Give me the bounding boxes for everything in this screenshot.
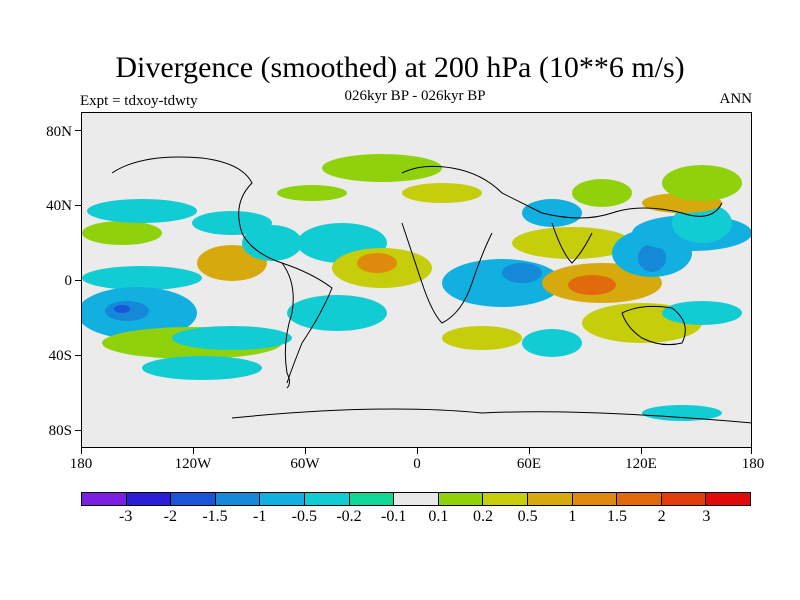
contour-fill-layer	[82, 154, 751, 421]
colorbar-label: 0.2	[473, 508, 493, 525]
lon-label-120e: 120E	[625, 456, 657, 472]
season-label: ANN	[719, 91, 753, 107]
lon-label-0: 0	[413, 456, 421, 472]
colorbar-label: 0.5	[517, 508, 538, 525]
colorbar-swatch	[126, 493, 172, 505]
colorbar-label: -1	[252, 508, 267, 525]
lon-label-120w: 120W	[174, 456, 212, 472]
colorbar-swatch	[82, 493, 127, 505]
lat-tick	[75, 430, 81, 431]
colorbar-labels: -3 -2 -1.5 -1 -0.5 -0.2 -0.1 0.1 0.2 0.5 1 1.5 2 3	[81, 506, 751, 530]
map-panel	[81, 112, 752, 448]
lon-tick	[417, 448, 418, 454]
lat-tick	[75, 205, 81, 206]
divergence-field	[82, 113, 751, 447]
experiment-label: Expt = tdxoy-tdwty	[80, 93, 198, 109]
colorbar-label: -0.1	[380, 508, 407, 525]
lat-label-40s: 40S	[48, 348, 72, 364]
colorbar-swatch	[260, 493, 305, 505]
lat-label-eq: 0	[64, 273, 73, 289]
coastline-layer	[111, 156, 751, 424]
colorbar-swatch	[706, 493, 750, 505]
lon-tick	[751, 448, 752, 454]
colorbar-label: 2	[657, 508, 666, 525]
lon-tick	[81, 448, 82, 454]
colorbar-swatch	[483, 493, 528, 505]
map-title: Divergence (smoothed) at 200 hPa (10**6 …	[115, 51, 685, 84]
lon-label-180e: 180	[741, 456, 765, 472]
lon-label-60w: 60W	[290, 456, 320, 472]
colorbar-swatch	[349, 493, 395, 505]
lat-tick	[75, 130, 81, 131]
lon-tick	[641, 448, 642, 454]
lon-label-60e: 60E	[516, 456, 542, 472]
lon-tick	[193, 448, 194, 454]
colorbar-swatch	[527, 493, 573, 505]
colorbar-label: 0.1	[428, 508, 449, 525]
colorbar-swatch	[438, 493, 484, 505]
colorbar-label: -3	[118, 508, 133, 525]
colorbar-label: 1	[568, 508, 577, 525]
lat-tick	[75, 280, 81, 281]
lat-label-40n: 40N	[46, 198, 72, 214]
lat-label-80n: 80N	[46, 124, 72, 140]
colorbar-swatch	[171, 493, 216, 505]
colorbar-label: -0.2	[336, 508, 362, 525]
lon-label-180w: 180	[69, 456, 93, 472]
lon-tick	[305, 448, 306, 454]
colorbar-label: -1.5	[202, 508, 228, 525]
colorbar-label: 3	[702, 508, 711, 525]
colorbar-swatch	[394, 493, 439, 505]
colorbar-swatch	[215, 493, 261, 505]
colorbar	[81, 492, 751, 506]
colorbar-swatch	[572, 493, 618, 505]
colorbar-swatch	[661, 493, 707, 505]
lon-tick	[529, 448, 530, 454]
lat-label-80s: 80S	[48, 423, 72, 439]
colorbar-label: 1.5	[607, 508, 627, 525]
colorbar-swatch	[617, 493, 662, 505]
lat-tick	[75, 355, 81, 356]
colorbar-swatch	[304, 493, 350, 505]
period-subtitle: 026kyr BP - 026kyr BP	[344, 88, 486, 104]
colorbar-label: -0.5	[291, 508, 317, 525]
colorbar-label: -2	[163, 508, 177, 525]
